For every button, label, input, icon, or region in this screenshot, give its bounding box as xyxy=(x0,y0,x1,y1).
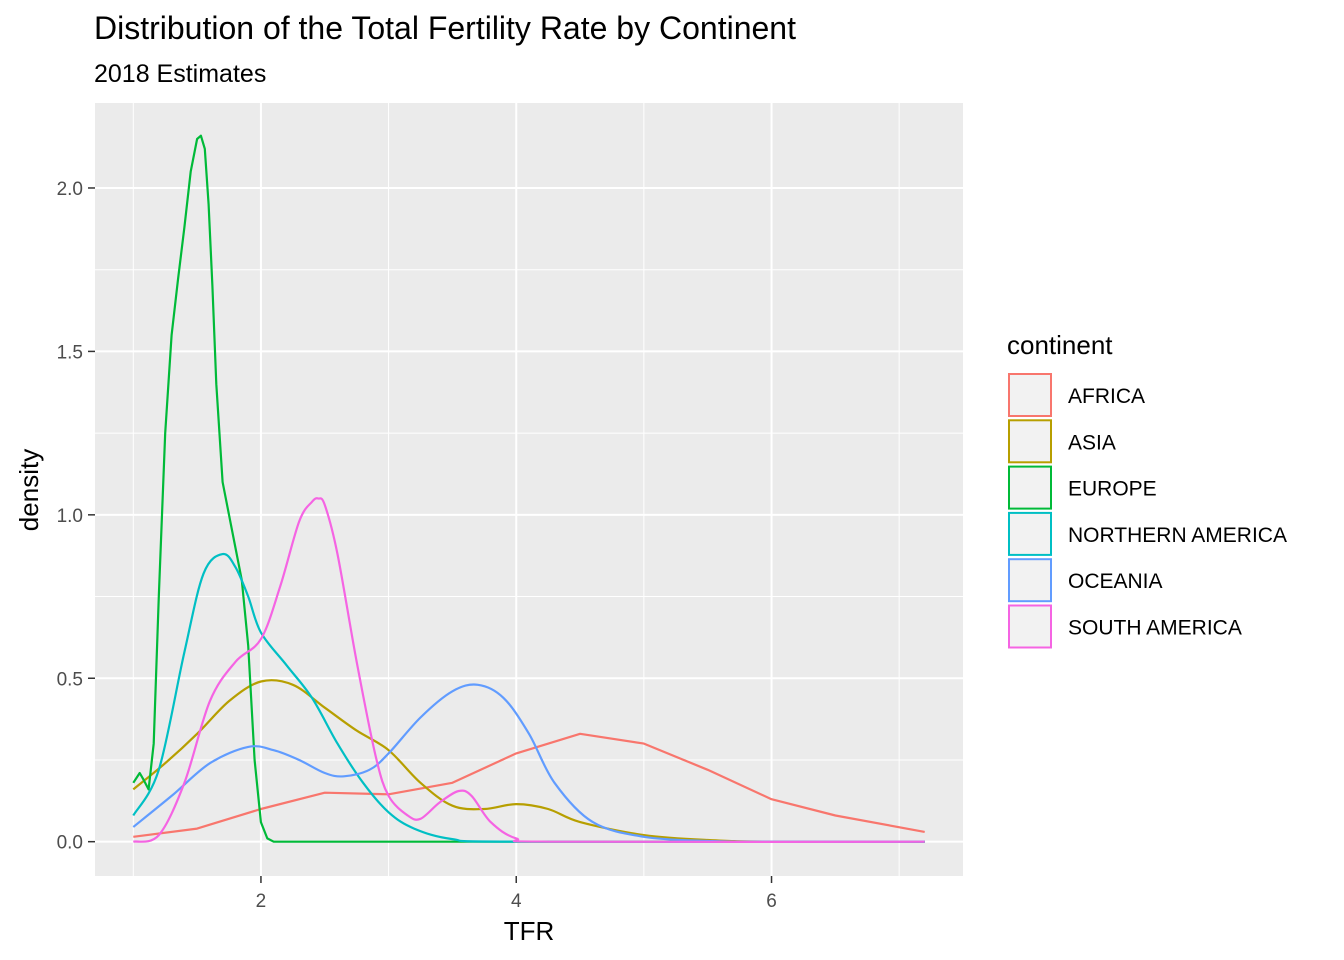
density-line-oceania xyxy=(132,683,925,843)
legend-label: ASIA xyxy=(1068,431,1116,454)
density-line-asia xyxy=(132,679,925,843)
chart-subtitle: 2018 Estimates xyxy=(94,60,266,88)
axis-ticks: 2 4 6 0.0 0.5 1.0 1.5 2.0 xyxy=(57,179,777,912)
x-tick-label: 6 xyxy=(766,891,777,912)
legend-title: continent xyxy=(1007,330,1113,360)
y-tick-label: 0.5 xyxy=(57,669,83,690)
legend-item-northern-america: NORTHERN AMERICA xyxy=(1008,511,1287,556)
legend-label: SOUTH AMERICA xyxy=(1068,617,1242,640)
gridlines xyxy=(95,103,963,876)
density-line-northern-america xyxy=(132,552,925,843)
y-axis-title: density xyxy=(14,449,44,531)
plot-panel xyxy=(95,103,963,876)
y-tick-label: 1.0 xyxy=(57,506,83,527)
legend-item-south-america: SOUTH AMERICA xyxy=(1008,604,1242,649)
legend-label: NORTHERN AMERICA xyxy=(1068,524,1287,547)
density-line-europe xyxy=(132,134,925,843)
x-tick-label: 2 xyxy=(256,891,267,912)
density-line-africa xyxy=(133,732,925,838)
legend: continent AFRICA ASIA EUROPE NORTHERN AMERI… xyxy=(1007,330,1287,649)
legend-label: EUROPE xyxy=(1068,478,1157,501)
legend-key xyxy=(1008,511,1052,556)
chart-title: Distribution of the Total Fertility Rate… xyxy=(94,10,796,46)
y-tick-label: 2.0 xyxy=(57,179,83,200)
x-tick-label: 4 xyxy=(511,891,522,912)
legend-key xyxy=(1008,373,1052,417)
legend-key xyxy=(1008,465,1052,510)
legend-key xyxy=(1008,558,1052,603)
legend-item-africa: AFRICA xyxy=(1008,373,1145,417)
y-tick-label: 1.5 xyxy=(57,342,83,363)
legend-label: AFRICA xyxy=(1068,385,1145,408)
legend-item-oceania: OCEANIA xyxy=(1008,558,1163,603)
density-lines xyxy=(132,134,925,844)
x-axis-title: TFR xyxy=(504,916,555,946)
y-tick-label: 0.0 xyxy=(57,833,83,854)
legend-item-europe: EUROPE xyxy=(1008,465,1157,510)
legend-item-asia: ASIA xyxy=(1008,419,1116,464)
legend-key xyxy=(1008,419,1052,464)
density-line-south-america xyxy=(133,497,925,844)
legend-key xyxy=(1008,604,1052,649)
legend-label: OCEANIA xyxy=(1068,570,1163,593)
